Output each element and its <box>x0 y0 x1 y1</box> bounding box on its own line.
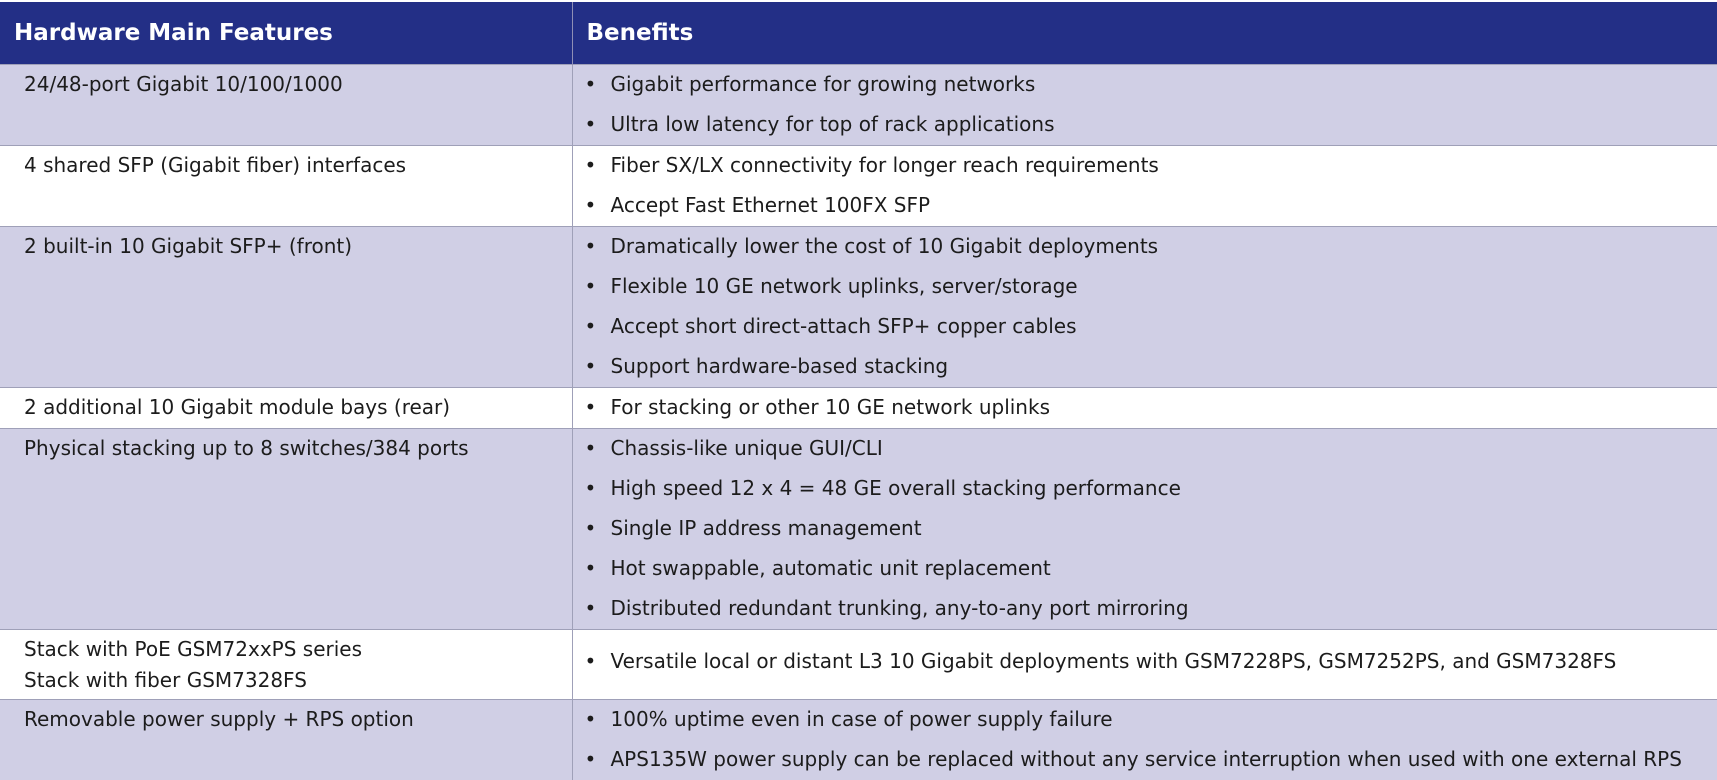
list-item: •Ultra low latency for top of rack appli… <box>573 109 1717 145</box>
table-header-row: Hardware Main Features Benefits <box>0 2 1717 64</box>
feature-text: Removable power supply + RPS option <box>24 704 572 735</box>
list-item: •Hot swappable, automatic unit replaceme… <box>573 553 1717 593</box>
table-row: Stack with PoE GSM72xxPS series Stack wi… <box>0 629 1717 699</box>
bullet-icon: • <box>573 311 611 351</box>
bullet-icon: • <box>573 190 611 226</box>
table-row: Physical stacking up to 8 switches/384 p… <box>0 428 1717 629</box>
list-item: •Support hardware-based stacking <box>573 351 1717 387</box>
list-item: •Gigabit performance for growing network… <box>573 69 1717 109</box>
feature-cell: Stack with PoE GSM72xxPS series Stack wi… <box>0 629 572 699</box>
feature-cell: 2 additional 10 Gigabit module bays (rea… <box>0 387 572 428</box>
feature-cell: Removable power supply + RPS option <box>0 699 572 780</box>
bullet-icon: • <box>573 593 611 629</box>
list-item: •Flexible 10 GE network uplinks, server/… <box>573 271 1717 311</box>
list-item: •Versatile local or distant L3 10 Gigabi… <box>573 646 1717 682</box>
bullet-icon: • <box>573 231 611 271</box>
benefits-cell: •Gigabit performance for growing network… <box>572 64 1717 145</box>
list-item: •Chassis-like unique GUI/CLI <box>573 433 1717 473</box>
list-item: •APS135W power supply can be replaced wi… <box>573 744 1717 780</box>
benefits-cell: •Chassis-like unique GUI/CLI •High speed… <box>572 428 1717 629</box>
bullet-icon: • <box>573 150 611 190</box>
bullet-icon: • <box>573 646 611 682</box>
feature-cell: 2 built-in 10 Gigabit SFP+ (front) <box>0 226 572 387</box>
bullet-icon: • <box>573 513 611 553</box>
list-item: •High speed 12 x 4 = 48 GE overall stack… <box>573 473 1717 513</box>
list-item: •Distributed redundant trunking, any-to-… <box>573 593 1717 629</box>
feature-text: 4 shared SFP (Gigabit fiber) interfaces <box>24 150 572 181</box>
feature-text: 2 built-in 10 Gigabit SFP+ (front) <box>24 231 572 262</box>
list-item: •Fiber SX/LX connectivity for longer rea… <box>573 150 1717 190</box>
list-item: •100% uptime even in case of power suppl… <box>573 704 1717 744</box>
table-row: 4 shared SFP (Gigabit fiber) interfaces … <box>0 145 1717 226</box>
feature-text: Stack with fiber GSM7328FS <box>24 665 572 696</box>
list-item: •For stacking or other 10 GE network upl… <box>573 392 1717 428</box>
bullet-icon: • <box>573 473 611 513</box>
bullet-icon: • <box>573 433 611 473</box>
bullet-icon: • <box>573 271 611 311</box>
benefits-cell: •Dramatically lower the cost of 10 Gigab… <box>572 226 1717 387</box>
list-item: •Dramatically lower the cost of 10 Gigab… <box>573 231 1717 271</box>
bullet-icon: • <box>573 351 611 387</box>
list-item: •Single IP address management <box>573 513 1717 553</box>
feature-cell: 4 shared SFP (Gigabit fiber) interfaces <box>0 145 572 226</box>
benefits-cell: •Fiber SX/LX connectivity for longer rea… <box>572 145 1717 226</box>
table-row: 2 additional 10 Gigabit module bays (rea… <box>0 387 1717 428</box>
feature-text: 24/48-port Gigabit 10/100/1000 <box>24 69 572 100</box>
table-row: Removable power supply + RPS option •100… <box>0 699 1717 780</box>
feature-text: 2 additional 10 Gigabit module bays (rea… <box>24 392 572 423</box>
bullet-icon: • <box>573 109 611 145</box>
bullet-icon: • <box>573 744 611 780</box>
header-benefits: Benefits <box>572 2 1717 64</box>
benefits-cell: •100% uptime even in case of power suppl… <box>572 699 1717 780</box>
header-features: Hardware Main Features <box>0 2 572 64</box>
bullet-icon: • <box>573 392 611 428</box>
table-row: 2 built-in 10 Gigabit SFP+ (front) •Dram… <box>0 226 1717 387</box>
bullet-icon: • <box>573 553 611 593</box>
bullet-icon: • <box>573 69 611 109</box>
feature-text: Physical stacking up to 8 switches/384 p… <box>24 433 572 464</box>
list-item: •Accept short direct-attach SFP+ copper … <box>573 311 1717 351</box>
feature-cell: Physical stacking up to 8 switches/384 p… <box>0 428 572 629</box>
feature-text: Stack with PoE GSM72xxPS series <box>24 634 572 665</box>
benefits-cell: •For stacking or other 10 GE network upl… <box>572 387 1717 428</box>
list-item: •Accept Fast Ethernet 100FX SFP <box>573 190 1717 226</box>
benefits-cell: •Versatile local or distant L3 10 Gigabi… <box>572 629 1717 699</box>
bullet-icon: • <box>573 704 611 744</box>
table-row: 24/48-port Gigabit 10/100/1000 •Gigabit … <box>0 64 1717 145</box>
feature-cell: 24/48-port Gigabit 10/100/1000 <box>0 64 572 145</box>
